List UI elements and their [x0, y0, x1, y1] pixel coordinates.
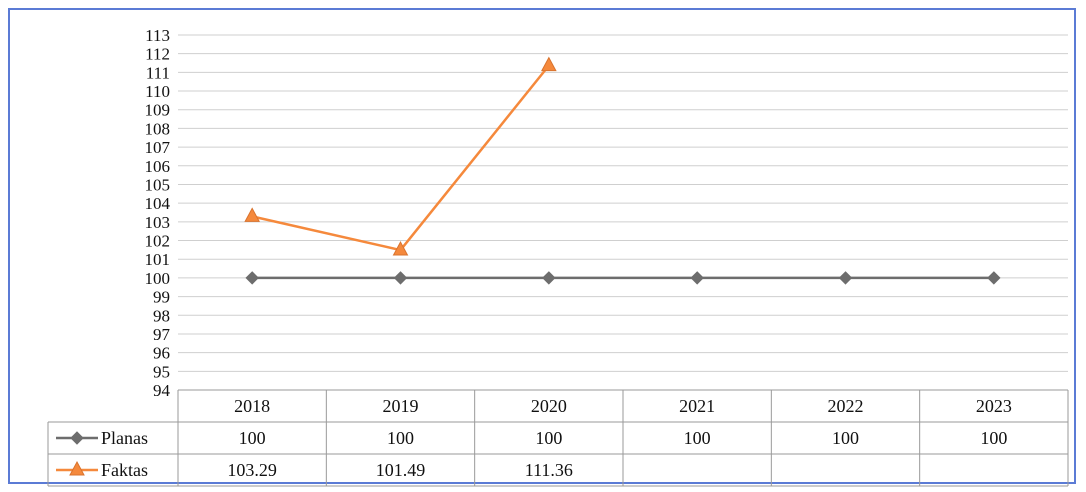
x-category-label: 2018 [234, 396, 270, 416]
legend-label: Planas [101, 428, 148, 448]
y-tick-label: 99 [153, 288, 170, 307]
y-tick-label: 109 [145, 101, 171, 120]
table-cell-value: 100 [535, 428, 562, 448]
y-tick-label: 95 [153, 362, 170, 381]
y-tick-label: 96 [153, 344, 170, 363]
table-cell-value: 100 [684, 428, 711, 448]
y-tick-label: 113 [145, 26, 170, 45]
y-tick-label: 102 [145, 232, 171, 251]
x-category-label: 2019 [383, 396, 419, 416]
data-point-planas [393, 271, 408, 285]
y-tick-label: 107 [145, 138, 171, 157]
y-tick-label: 103 [145, 213, 171, 232]
legend-key-marker [70, 431, 84, 445]
y-tick-label: 111 [146, 63, 170, 82]
data-point-faktas [392, 241, 409, 256]
gridlines [178, 34, 1068, 391]
series-line-faktas [251, 64, 550, 252]
y-tick-label: 98 [153, 306, 170, 325]
data-point-faktas [244, 207, 261, 222]
x-category-label: 2022 [828, 396, 864, 416]
y-tick-label: 101 [145, 250, 171, 269]
data-point-planas [838, 271, 853, 285]
table-cell-value: 111.36 [525, 460, 573, 480]
chart-frame [8, 8, 1076, 484]
y-tick-label: 104 [145, 194, 171, 213]
y-tick-label: 94 [153, 381, 171, 400]
legend-label: Faktas [101, 460, 148, 480]
x-category-label: 2020 [531, 396, 567, 416]
table-cell-value: 100 [980, 428, 1007, 448]
table-cell-value: 100 [387, 428, 414, 448]
data-point-planas [542, 271, 556, 285]
table-cell-value: 100 [239, 428, 266, 448]
y-tick-label: 112 [145, 45, 170, 64]
table-cell-value: 101.49 [376, 460, 426, 480]
y-axis-ticks: 9495969798991001011021031041051061071081… [145, 26, 171, 400]
data-point-planas [690, 271, 704, 285]
y-tick-label: 100 [145, 269, 171, 288]
y-tick-label: 108 [145, 119, 171, 138]
x-category-label: 2023 [976, 396, 1012, 416]
series-lines [244, 56, 1001, 285]
x-category-label: 2021 [679, 396, 715, 416]
data-point-planas [245, 271, 259, 285]
table-cell-value: 100 [832, 428, 859, 448]
table-cell-value: 103.29 [227, 460, 277, 480]
data-point-planas [987, 271, 1001, 285]
y-tick-label: 110 [145, 82, 170, 101]
data-point-faktas [540, 56, 557, 72]
y-tick-label: 97 [153, 325, 171, 344]
data-table: 2018 2019 2020 2021 2022 2023 Planas 100 100 100 1… [47, 389, 1069, 487]
y-tick-label: 105 [145, 175, 171, 194]
legend-key-marker [69, 460, 85, 476]
y-tick-label: 106 [145, 157, 171, 176]
